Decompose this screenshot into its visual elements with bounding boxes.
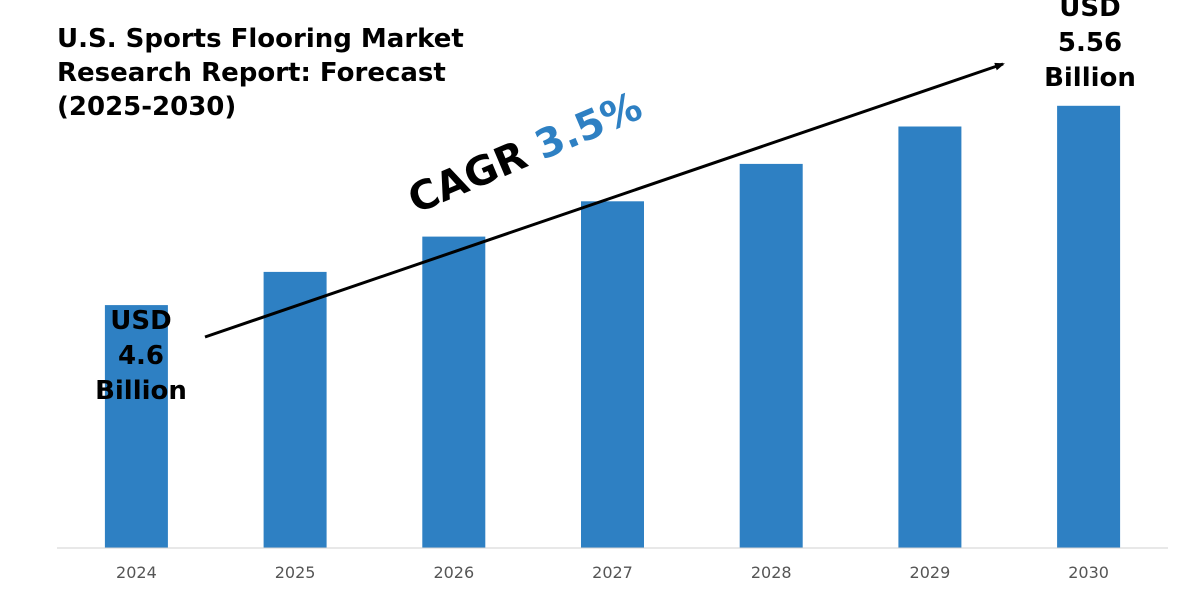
cagr-trend-arrow [204,62,1005,339]
x-tick-label-2029: 2029 [910,563,951,582]
x-tick-label-2025: 2025 [275,563,316,582]
x-axis-tick-labels: 2024 2025 2026 2027 2028 2029 2030 [116,563,1109,582]
bar-2025 [263,271,327,548]
start-value-callout: USD 4.6 Billion [83,304,199,409]
end-callout-line-1: USD [1059,0,1121,23]
chart-title: U.S. Sports Flooring Market Research Rep… [57,22,477,124]
bar-2027 [581,201,644,549]
bar-2024 [104,305,168,548]
x-tick-label-2027: 2027 [592,563,633,582]
end-callout-line-2: 5.56 [1057,28,1123,58]
bar-2026 [422,236,486,548]
x-tick-label-2030: 2030 [1068,563,1109,582]
x-tick-label-2024: 2024 [116,563,157,582]
start-callout-line-1: USD [110,306,172,336]
chart-title-line-1: U.S. Sports Flooring Market [57,24,464,54]
chart-title-line-3: (2025-2030) [57,92,237,122]
bar-2028 [739,163,803,548]
end-callout-line-3: Billion [1044,63,1136,93]
x-tick-label-2028: 2028 [751,563,792,582]
start-callout-line-3: Billion [95,376,187,406]
chart-title-line-2: Research Report: Forecast [57,58,446,88]
x-tick-label-2026: 2026 [433,563,474,582]
bar-2029 [898,126,962,548]
start-callout-line-2: 4.6 [117,341,165,371]
end-value-callout: USD 5.56 Billion [1028,0,1152,96]
bars-group [104,105,1121,549]
bar-2030 [1057,105,1121,549]
